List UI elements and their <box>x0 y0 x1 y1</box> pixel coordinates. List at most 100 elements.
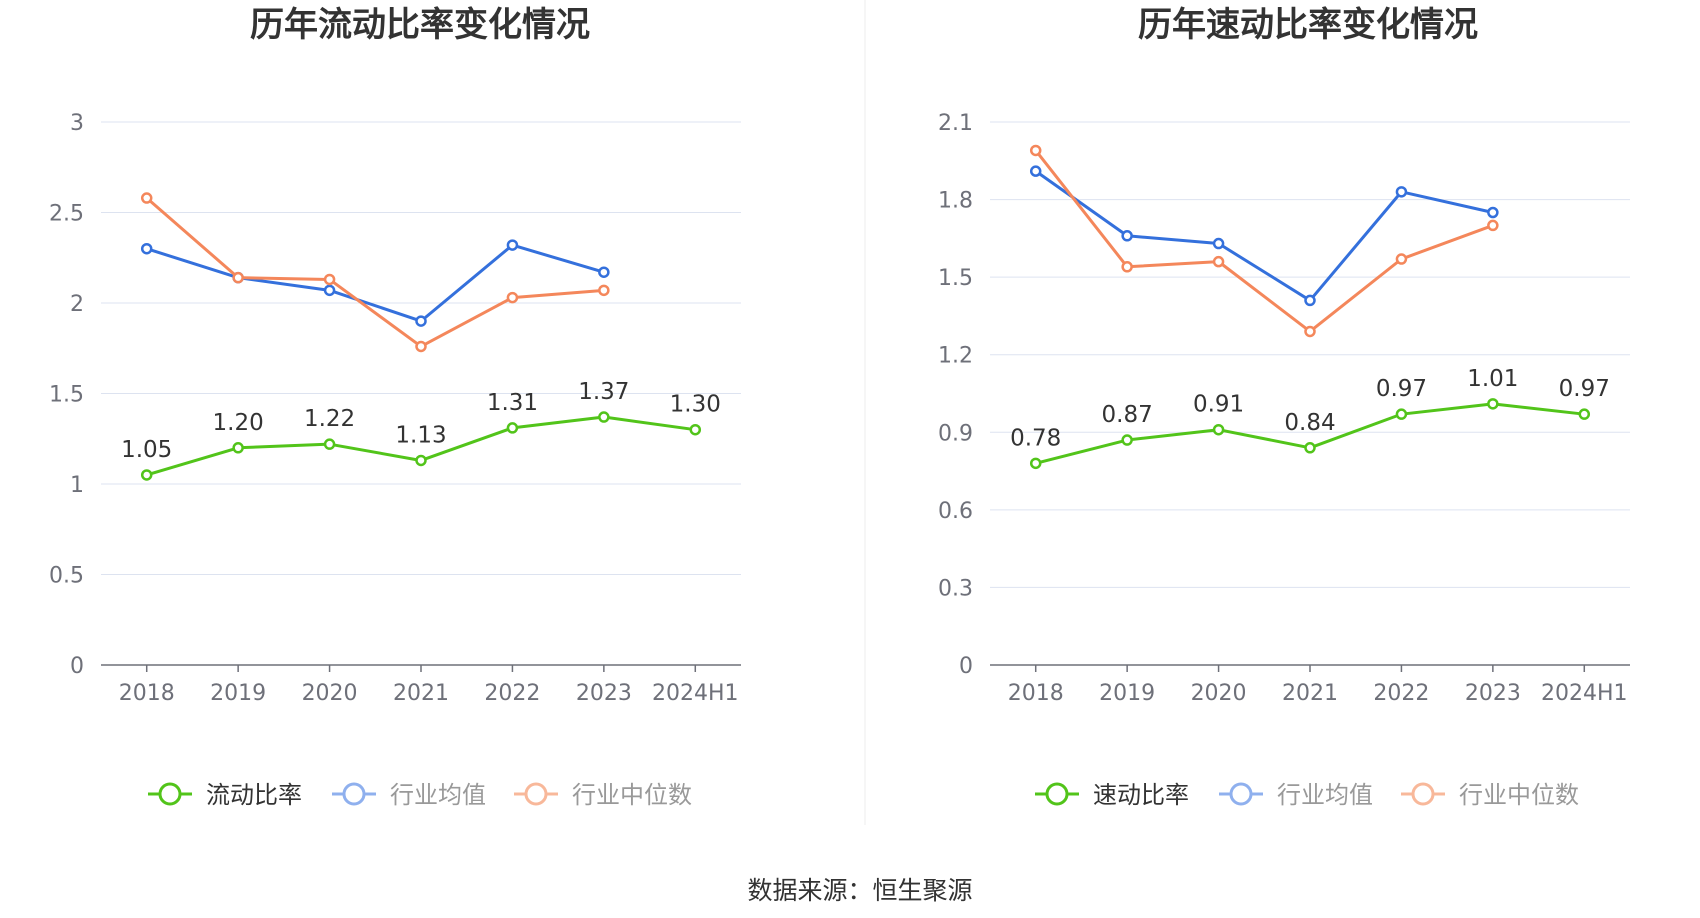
chart-title: 历年速动比率变化情况 <box>1138 5 1478 45</box>
legend-marker-company <box>1045 782 1069 806</box>
x-tick-label: 2018 <box>1008 681 1064 706</box>
data-point-average <box>1029 165 1042 177</box>
data-point-company <box>1395 408 1408 420</box>
data-label: 1.22 <box>304 406 355 432</box>
x-tick-label: 2024H1 <box>1541 681 1628 706</box>
x-tick-label: 2019 <box>210 681 266 706</box>
data-label: 1.37 <box>578 379 629 405</box>
data-point-median <box>1304 325 1316 338</box>
data-point-average <box>140 242 153 255</box>
data-point-company <box>1121 434 1133 446</box>
data-source-note: 数据来源：恒生聚源 <box>747 876 972 905</box>
y-tick-label: 0 <box>70 654 84 679</box>
data-label: 1.31 <box>487 390 538 416</box>
x-tick-label: 2021 <box>393 681 449 706</box>
data-point-median <box>598 284 610 297</box>
data-point-average <box>506 239 519 251</box>
data-point-average <box>1121 230 1133 242</box>
data-point-median <box>1121 261 1133 273</box>
data-label: 0.97 <box>1376 376 1427 402</box>
data-point-company <box>1578 408 1591 420</box>
data-label: 1.20 <box>213 410 264 436</box>
data-point-company <box>415 454 427 467</box>
data-point-company <box>1029 457 1042 470</box>
data-point-median <box>1029 144 1042 157</box>
legend-marker-median <box>524 782 548 806</box>
series-line-median <box>145 196 604 348</box>
data-point-median <box>232 271 244 284</box>
series-line-median <box>1034 149 1494 333</box>
x-tick-label: 2022 <box>484 681 540 706</box>
x-tick-label: 2021 <box>1282 681 1338 706</box>
legend-marker-average <box>342 782 366 806</box>
data-point-company <box>506 422 519 434</box>
data-point-company <box>598 411 610 423</box>
x-tick-label: 2018 <box>119 681 175 706</box>
legend-label-median: 行业中位数 <box>1459 781 1579 809</box>
legend-marker-median <box>1411 782 1435 806</box>
y-tick-label: 3 <box>70 111 84 136</box>
y-tick-label: 2.1 <box>938 111 973 136</box>
x-tick-label: 2023 <box>1465 681 1521 706</box>
data-label: 1.30 <box>670 392 721 418</box>
legend-label-company: 流动比率 <box>206 781 302 809</box>
legend-marker-company <box>158 782 182 806</box>
data-label: 0.84 <box>1284 410 1335 436</box>
y-tick-label: 2 <box>70 292 84 317</box>
legend-label-median: 行业中位数 <box>572 781 692 809</box>
data-point-company <box>1304 442 1316 454</box>
x-tick-label: 2020 <box>302 681 358 706</box>
y-tick-label: 0.5 <box>49 564 84 589</box>
current-ratio-chart: 历年流动比率变化情况 0 0.5 1 1.5 2 2.5 3 2018 2019 2020 2021 2… <box>49 5 741 809</box>
x-tick-label: 2024H1 <box>652 681 739 706</box>
y-tick-label: 1.8 <box>938 189 973 214</box>
legend-label-company: 速动比率 <box>1093 781 1189 809</box>
series-line-average <box>1034 169 1494 302</box>
y-tick-label: 2.5 <box>49 202 84 227</box>
y-tick-label: 0.3 <box>938 576 973 601</box>
series-line-average <box>146 243 605 323</box>
legend-label-average: 行业均值 <box>1277 781 1373 809</box>
data-point-company <box>232 442 244 454</box>
data-point-average <box>1395 186 1408 198</box>
data-label: 1.13 <box>395 422 446 448</box>
x-tick-label: 2019 <box>1099 681 1155 706</box>
data-point-company <box>140 469 153 481</box>
data-label: 0.91 <box>1193 392 1244 418</box>
data-point-average <box>1304 294 1316 307</box>
data-point-average <box>415 315 427 327</box>
data-point-average <box>1212 237 1225 250</box>
x-tick-label: 2020 <box>1191 681 1247 706</box>
data-point-median <box>1395 253 1408 265</box>
data-point-average <box>1487 206 1499 219</box>
y-tick-label: 1.2 <box>938 344 973 369</box>
data-point-median <box>323 273 336 286</box>
y-tick-label: 0.6 <box>938 499 973 524</box>
legend-label-average: 行业均值 <box>390 781 486 809</box>
quick-ratio-chart: 历年速动比率变化情况 0 0.3 0.6 0.9 1.2 1.5 1.8 2.1 2018 2019… <box>938 5 1630 809</box>
data-point-median <box>1212 255 1225 268</box>
data-point-median <box>506 291 519 304</box>
data-label: 1.01 <box>1467 366 1518 392</box>
y-tick-label: 1.5 <box>938 266 973 291</box>
data-point-company <box>689 423 702 436</box>
data-label: 1.05 <box>121 437 172 463</box>
data-point-average <box>598 266 610 278</box>
data-point-average <box>323 284 336 297</box>
data-point-company <box>1487 398 1499 410</box>
data-label: 0.87 <box>1102 402 1153 428</box>
x-tick-label: 2022 <box>1373 681 1429 706</box>
legend-marker-average <box>1229 782 1253 806</box>
data-point-median <box>415 340 427 353</box>
y-tick-label: 1.5 <box>49 383 84 408</box>
data-point-median <box>1487 219 1499 232</box>
data-point-company <box>323 438 336 450</box>
data-point-company <box>1212 423 1225 436</box>
data-label: 0.97 <box>1559 376 1610 402</box>
data-label: 0.78 <box>1010 425 1061 451</box>
y-tick-label: 1 <box>70 473 84 498</box>
y-tick-label: 0 <box>959 654 973 679</box>
data-point-median <box>140 192 153 204</box>
chart-title: 历年流动比率变化情况 <box>250 5 590 45</box>
